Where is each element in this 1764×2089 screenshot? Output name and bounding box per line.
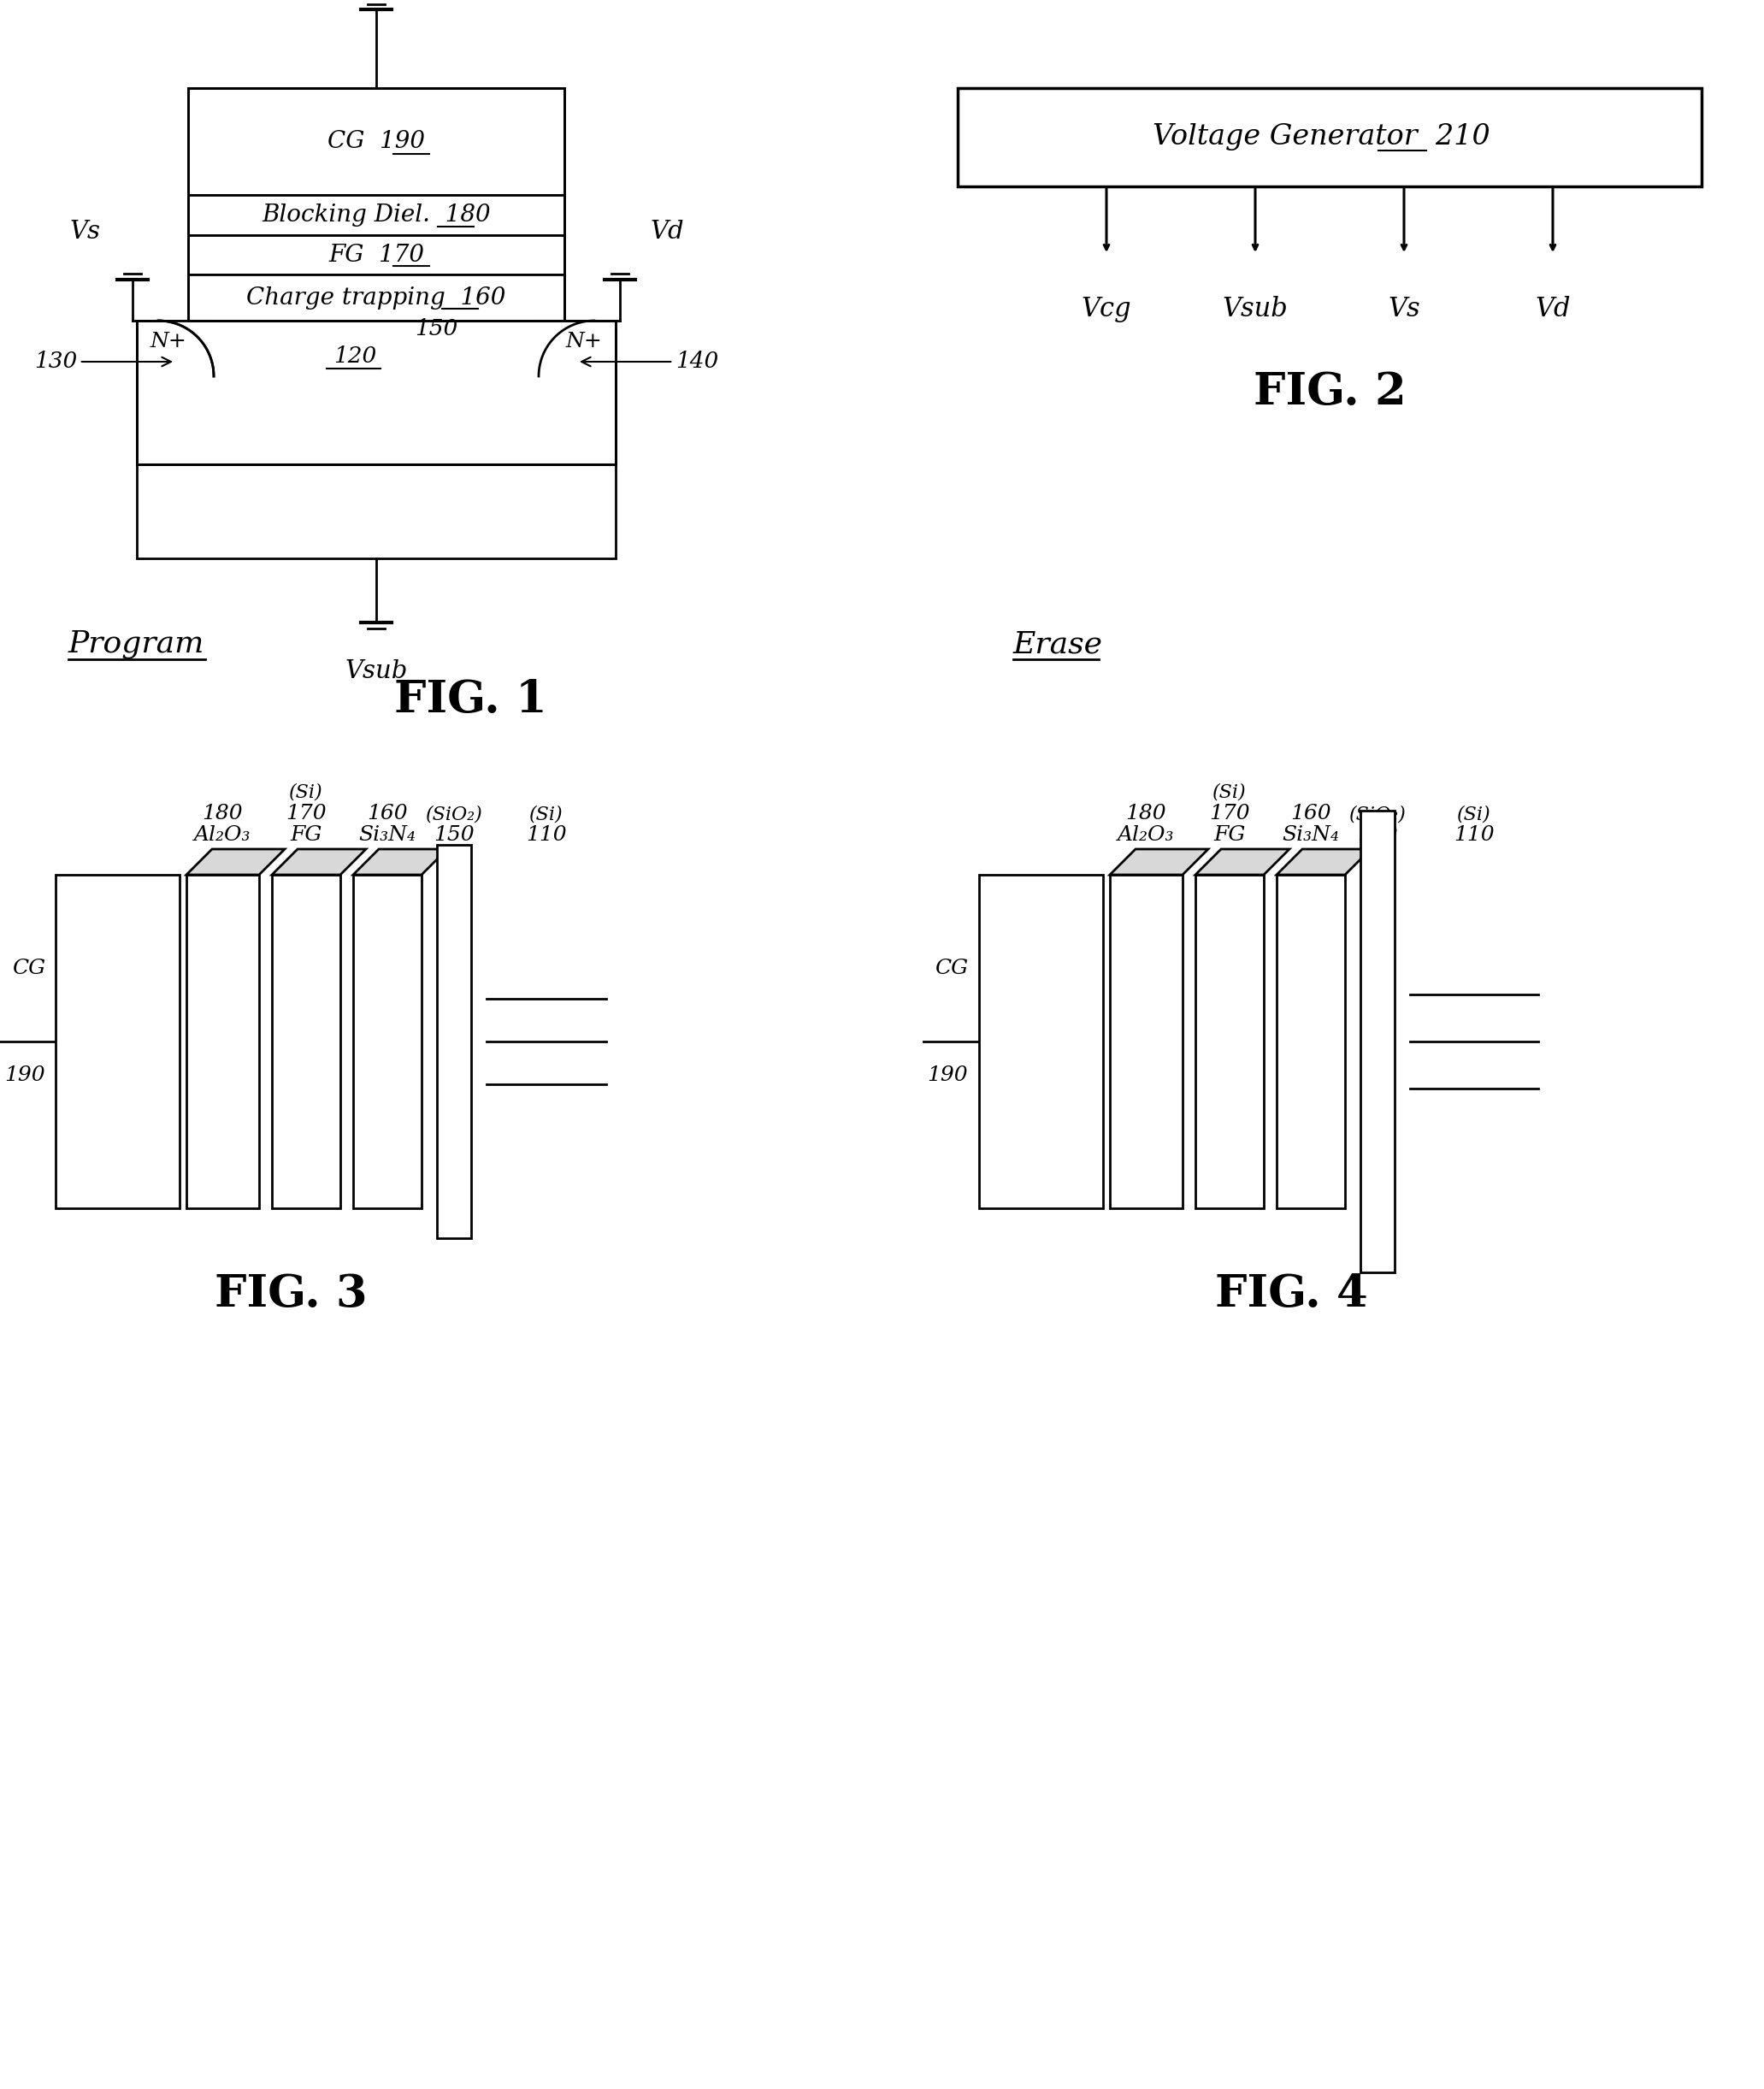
Text: N+: N+: [150, 332, 187, 351]
Text: 190: 190: [5, 1065, 46, 1084]
Text: 150: 150: [1357, 825, 1397, 844]
Bar: [437, 844, 471, 1239]
Bar: [189, 194, 564, 236]
Text: Vsub: Vsub: [344, 660, 407, 683]
Text: (Si): (Si): [289, 783, 323, 802]
Text: 170: 170: [286, 804, 326, 823]
Polygon shape: [1277, 875, 1344, 1207]
Text: Erase: Erase: [1013, 629, 1102, 658]
Bar: [138, 320, 616, 464]
Text: 160: 160: [367, 804, 407, 823]
Text: Al₂O₃: Al₂O₃: [1118, 825, 1175, 844]
Bar: [138, 464, 616, 558]
Text: 180: 180: [203, 804, 243, 823]
Polygon shape: [353, 875, 422, 1207]
Text: Program: Program: [69, 629, 205, 658]
Text: Si₃N₄: Si₃N₄: [1282, 825, 1339, 844]
Text: FIG. 2: FIG. 2: [1252, 370, 1406, 414]
Text: Al₂O₃: Al₂O₃: [194, 825, 250, 844]
Text: 120: 120: [333, 347, 376, 368]
Text: FG: FG: [1214, 825, 1245, 844]
Polygon shape: [1110, 875, 1182, 1207]
Text: 140: 140: [582, 351, 718, 372]
Text: Vsub: Vsub: [1222, 297, 1288, 322]
Text: (SiO₂): (SiO₂): [425, 804, 483, 823]
Text: (Si): (Si): [1457, 804, 1491, 823]
Text: N+: N+: [566, 332, 602, 351]
Text: 150: 150: [434, 825, 475, 844]
Bar: [189, 88, 564, 194]
Text: Vs: Vs: [1388, 297, 1420, 322]
Text: CG: CG: [12, 959, 46, 978]
Text: 150: 150: [415, 318, 457, 341]
Text: 190: 190: [928, 1065, 968, 1084]
Text: Voltage Generator  210: Voltage Generator 210: [1152, 123, 1491, 150]
Text: CG  190: CG 190: [328, 130, 425, 152]
Polygon shape: [272, 848, 365, 875]
Bar: [1360, 811, 1395, 1272]
Text: Si₃N₄: Si₃N₄: [358, 825, 416, 844]
Polygon shape: [272, 875, 340, 1207]
Text: Vd: Vd: [649, 219, 684, 244]
Text: Vcg: Vcg: [1081, 297, 1131, 322]
Text: CG: CG: [935, 959, 968, 978]
Text: FIG. 1: FIG. 1: [393, 679, 547, 721]
Text: 130: 130: [34, 351, 171, 372]
Text: Vd: Vd: [1535, 297, 1570, 322]
Bar: [979, 875, 1102, 1207]
Text: (SiO₂): (SiO₂): [1349, 804, 1406, 823]
Polygon shape: [1196, 875, 1263, 1207]
Text: Charge trapping  160: Charge trapping 160: [247, 286, 506, 309]
Bar: [56, 875, 180, 1207]
Polygon shape: [1110, 848, 1208, 875]
Text: FIG. 3: FIG. 3: [215, 1272, 367, 1316]
Text: (Si): (Si): [529, 804, 563, 823]
Text: FG  170: FG 170: [328, 242, 423, 267]
Polygon shape: [1277, 848, 1371, 875]
Text: 110: 110: [1454, 825, 1494, 844]
Text: 170: 170: [1210, 804, 1251, 823]
Bar: [189, 236, 564, 274]
Polygon shape: [1196, 848, 1289, 875]
Text: 160: 160: [1291, 804, 1332, 823]
Polygon shape: [353, 848, 448, 875]
Text: Vs: Vs: [71, 219, 101, 244]
Bar: [189, 274, 564, 320]
Text: Blocking Diel.  180: Blocking Diel. 180: [261, 203, 490, 226]
Text: FG: FG: [289, 825, 323, 844]
Text: 110: 110: [526, 825, 566, 844]
Text: FIG. 4: FIG. 4: [1215, 1272, 1367, 1316]
Polygon shape: [187, 848, 284, 875]
Polygon shape: [187, 875, 259, 1207]
Text: 180: 180: [1125, 804, 1166, 823]
Text: (Si): (Si): [1212, 783, 1247, 802]
Bar: [958, 88, 1702, 186]
